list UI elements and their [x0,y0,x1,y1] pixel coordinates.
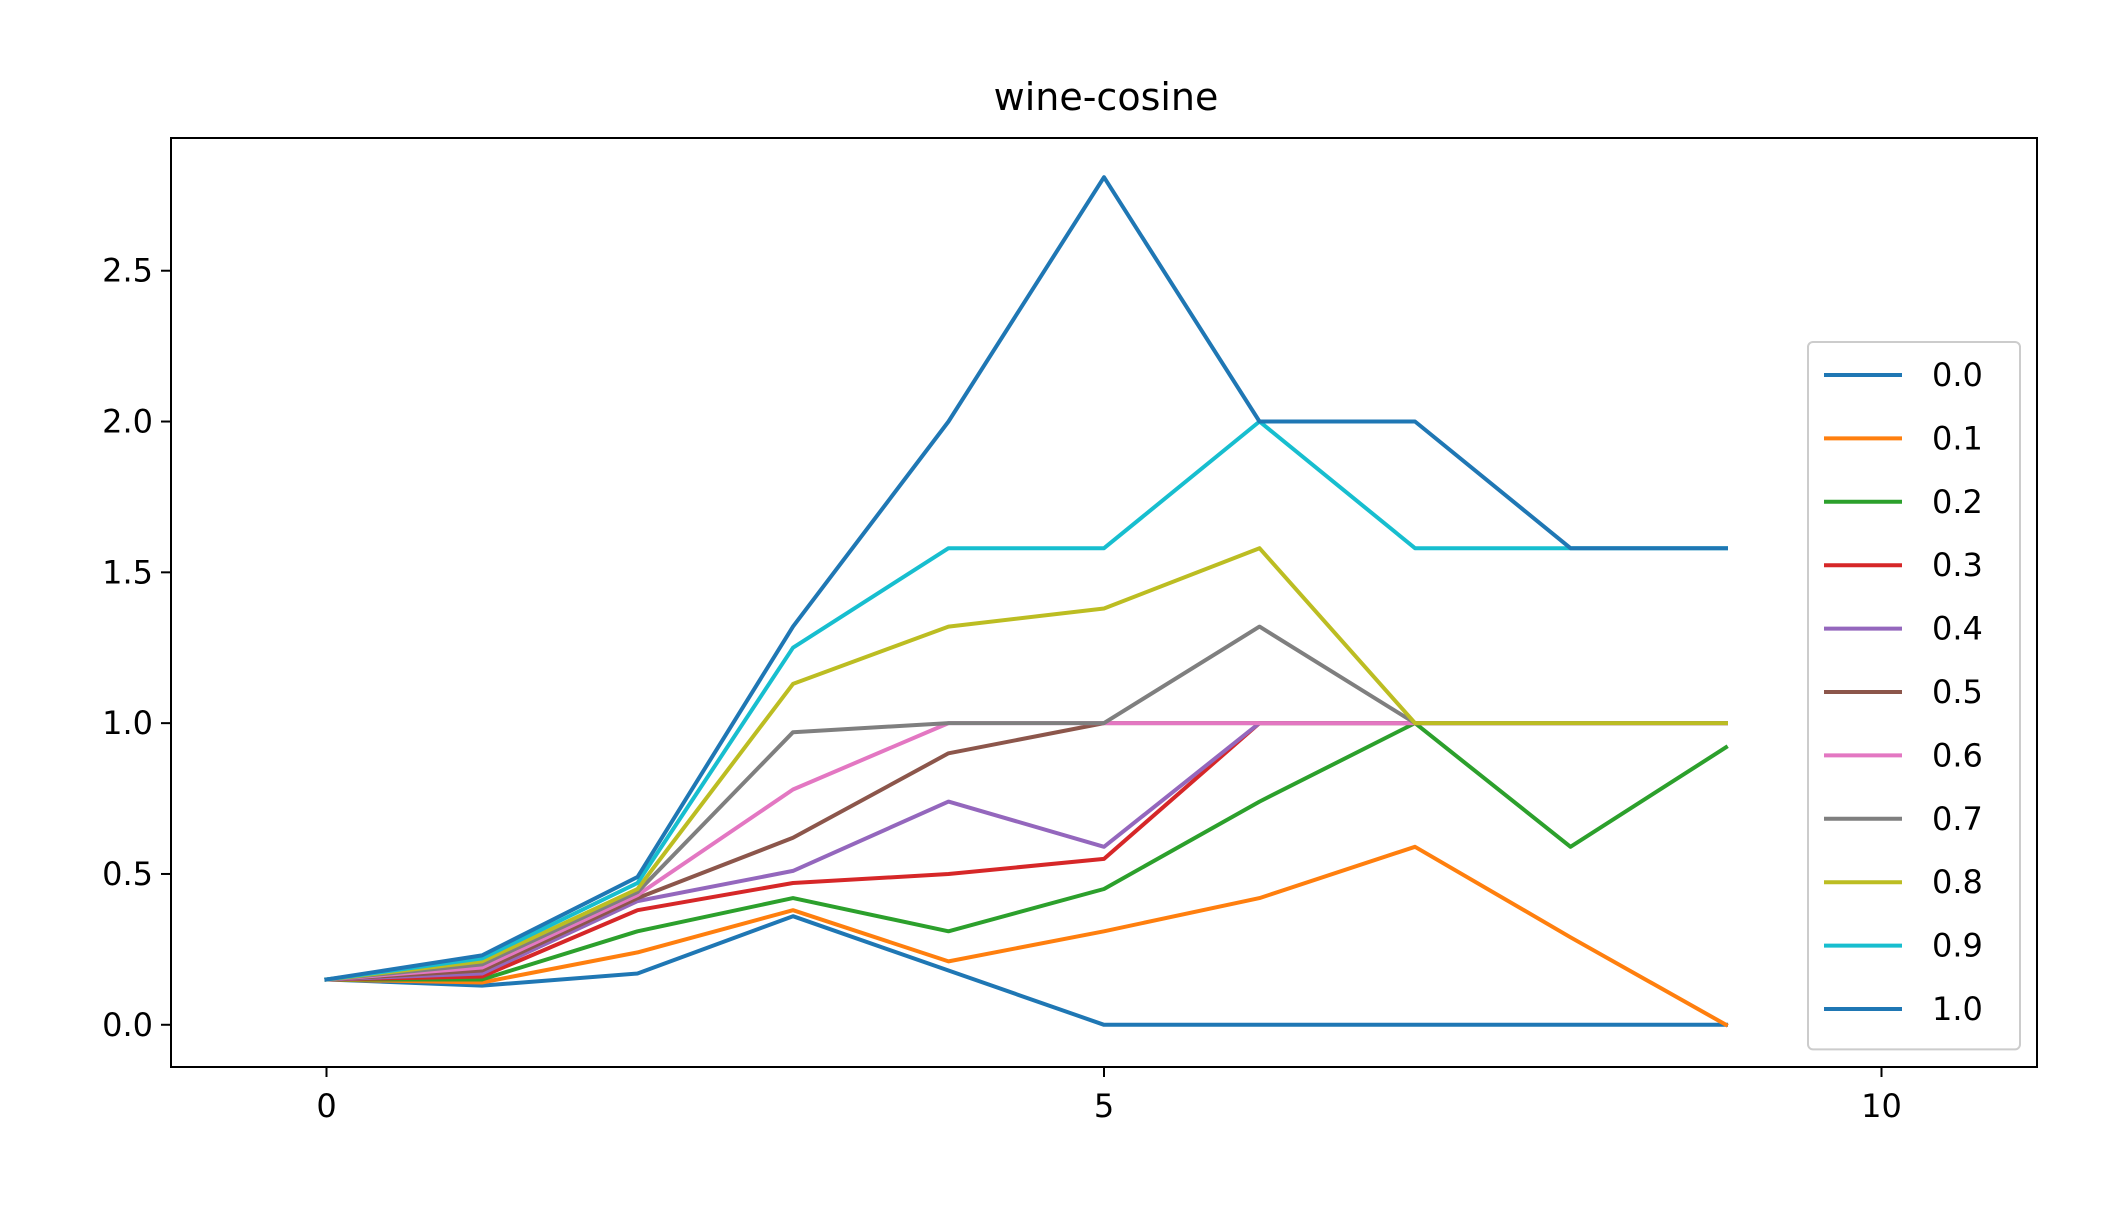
legend-label: 0.4 [1932,610,1983,648]
x-tick-label: 5 [1094,1087,1114,1125]
y-tick-label: 1.5 [102,553,153,591]
legend-label: 0.6 [1932,736,1983,774]
legend-label: 0.8 [1932,863,1983,901]
series-line-0-9 [324,419,1728,982]
y-tick-label: 2.0 [102,403,153,441]
legend-label: 0.0 [1932,356,1983,394]
series-line-0-0 [324,914,1728,1027]
series-line-0-2 [324,721,1729,982]
axes-layer: 0 5 10 0.0 0.5 1.0 1.5 2.0 2.5 [102,137,2038,1125]
series-line-1-0 [324,175,1728,982]
legend-label: 0.9 [1932,927,1983,965]
legend-label: 0.1 [1932,419,1983,457]
legend: 0.0 0.1 0.2 0.3 0.4 0.5 0.6 0.7 0.8 0.9 1.0 [1807,341,2021,1051]
legend-label: 0.5 [1932,673,1983,711]
legend-label: 1.0 [1932,990,1983,1028]
legend-box [1807,341,2021,1051]
y-tick-label: 1.0 [102,704,153,742]
series-line-0-1 [324,844,1729,1028]
y-tick-label: 0.5 [102,855,153,893]
chart-title: wine-cosine [994,75,1219,119]
y-tick-label: 0.0 [102,1006,153,1044]
y-tick-label: 2.5 [102,252,153,290]
x-tick-label: 10 [1861,1087,1902,1125]
x-tick-label: 0 [316,1087,336,1125]
series-line-0-8 [324,546,1728,982]
series-layer [324,175,1729,1028]
legend-label: 0.3 [1932,546,1983,584]
legend-label: 0.7 [1932,800,1983,838]
legend-label: 0.2 [1932,483,1983,521]
